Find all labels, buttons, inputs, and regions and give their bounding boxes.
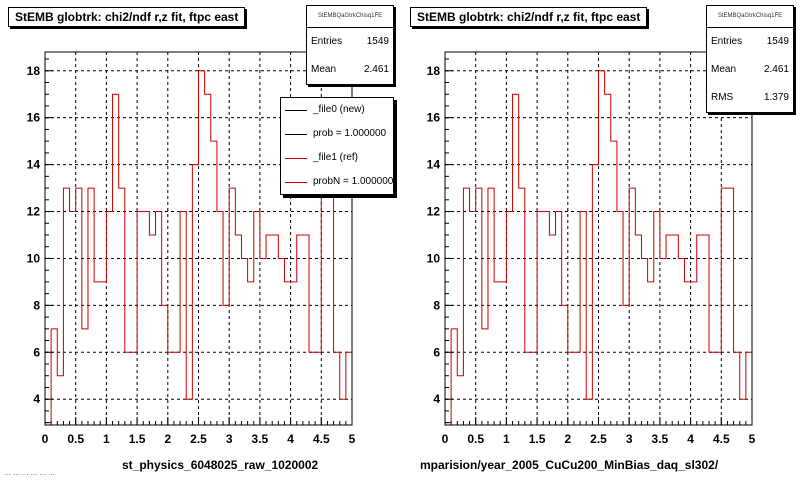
stats-label: Entries [311, 36, 343, 47]
legend-entry-probn: probN = 1.000000 [281, 170, 393, 194]
legend: _file0 (new) prob = 1.000000 _file1 (ref… [280, 97, 394, 195]
legend-label: _file0 (new) [313, 104, 365, 115]
x-tick-label: 1.5 [129, 432, 146, 446]
y-tick-label: 4 [433, 392, 440, 406]
x-tick-label: 0 [442, 432, 449, 446]
x-tick-label: 4 [687, 432, 694, 446]
legend-entry-file1: _file1 (ref) [281, 146, 393, 170]
x-tick-label: 3.5 [652, 432, 669, 446]
legend-swatch [285, 158, 307, 159]
footer-text: ... ... ... ... ... ... [4, 468, 56, 477]
stats-label: Entries [711, 36, 743, 47]
legend-label: _file1 (ref) [313, 152, 359, 163]
stats-label: RMS [711, 92, 734, 103]
histogram-pad-left: 0 0.5 1 1.5 2 2.5 3 3.5 4 4.5 5 4 6 8 10 12 14 16 18 StEMB… [0, 0, 400, 477]
x-tick-label: 0.5 [67, 432, 84, 446]
x-tick-label: 4 [287, 432, 294, 446]
stats-row-rms: RMS 1.379 [707, 84, 793, 112]
histogram-series [444, 70, 752, 425]
y-tick-label: 10 [427, 251, 441, 265]
legend-entry-file0: _file0 (new) [281, 98, 393, 122]
x-tick-label: 2 [164, 432, 171, 446]
stats-value: 2.461 [363, 64, 389, 75]
x-axis-label: st_physics_6048025_raw_1020002 [122, 458, 319, 472]
plot-title: StEMB globtrk: chi2/ndf r,z fit, ftpc ea… [410, 7, 648, 27]
x-tick-label: 0.5 [467, 432, 484, 446]
stats-value: 1549 [766, 36, 789, 47]
legend-swatch [285, 134, 307, 135]
x-tick-label: 0 [42, 432, 49, 446]
x-axis-label: mparision/year_2005_CuCu200_MinBias_daq_… [420, 458, 719, 472]
x-tick-label: 4.5 [313, 432, 330, 446]
x-tick-label: 3 [626, 432, 633, 446]
stats-box: StEMBQaGtrkChisq1FE Entries 1549 Mean 2.… [706, 5, 794, 113]
x-tick-label: 3.5 [252, 432, 269, 446]
stats-name: StEMBQaGtrkChisq1FE [307, 6, 393, 28]
y-tick-label: 12 [427, 205, 441, 219]
stats-row-entries: Entries 1549 [707, 28, 793, 56]
stats-row-mean: Mean 2.461 [707, 56, 793, 84]
x-tick-label: 2 [564, 432, 571, 446]
y-tick-label: 6 [33, 345, 40, 359]
x-tick-label: 1.5 [529, 432, 546, 446]
legend-swatch [285, 182, 307, 183]
y-tick-label: 12 [27, 205, 41, 219]
stats-value: 1549 [366, 36, 389, 47]
legend-label: prob = 1.000000 [313, 128, 387, 139]
y-tick-label: 8 [33, 298, 40, 312]
x-tick-label: 5 [349, 432, 356, 446]
stats-label: Mean [711, 64, 737, 75]
histogram-series [44, 70, 352, 425]
x-tick-label: 3 [226, 432, 233, 446]
y-tick-label: 8 [433, 298, 440, 312]
histogram-pad-right: 0 0.5 1 1.5 2 2.5 3 3.5 4 4.5 5 4 6 8 10 12 14 16 18 StEMB… [400, 0, 800, 472]
stats-row-entries: Entries 1549 [307, 28, 393, 56]
stats-label: Mean [311, 64, 337, 75]
stats-value: 2.461 [763, 64, 789, 75]
x-tick-label: 2.5 [590, 432, 607, 446]
y-tick-label: 4 [33, 392, 40, 406]
x-tick-label: 2.5 [190, 432, 207, 446]
stats-row-mean: Mean 2.461 [307, 56, 393, 84]
y-tick-label: 16 [27, 111, 41, 125]
y-tick-label: 14 [427, 158, 441, 172]
y-tick-label: 14 [27, 158, 41, 172]
plot-title: StEMB globtrk: chi2/ndf r,z fit, ftpc ea… [8, 7, 246, 27]
stats-box: StEMBQaGtrkChisq1FE Entries 1549 Mean 2.… [306, 5, 394, 85]
legend-swatch [285, 110, 307, 111]
x-tick-label: 5 [749, 432, 756, 446]
y-tick-label: 6 [433, 345, 440, 359]
y-tick-label: 18 [27, 64, 41, 78]
y-tick-label: 16 [427, 111, 441, 125]
legend-entry-prob: prob = 1.000000 [281, 122, 393, 146]
x-tick-label: 1 [503, 432, 510, 446]
x-tick-label: 4.5 [713, 432, 730, 446]
x-tick-label: 1 [103, 432, 110, 446]
legend-label: probN = 1.000000 [313, 176, 394, 187]
y-tick-label: 18 [427, 64, 441, 78]
histogram-plot-right: 0 0.5 1 1.5 2 2.5 3 3.5 4 4.5 5 4 6 8 10 12 14 16 18 [427, 51, 756, 446]
stats-value: 1.379 [763, 92, 789, 103]
y-tick-label: 10 [27, 251, 41, 265]
stats-name: StEMBQaGtrkChisq1FE [707, 6, 793, 28]
